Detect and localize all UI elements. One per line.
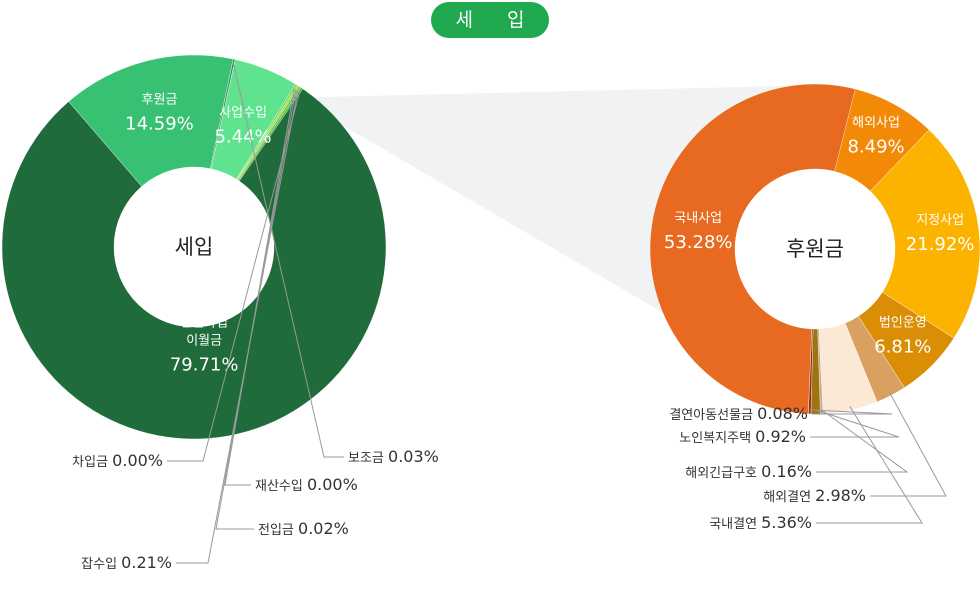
left-label-name-0-1: 이월금 <box>186 334 222 349</box>
left-label-value-1: 14.59% <box>125 113 194 134</box>
left-label-4: 재산수입 0.00% <box>255 475 358 494</box>
left-pie-center-hole <box>114 167 274 327</box>
left-leader-7 <box>167 91 301 462</box>
right-leader-6 <box>810 409 900 438</box>
right-label-name-1: 지정사업 <box>916 213 964 228</box>
left-label-value-7: 0.00% <box>112 451 163 470</box>
right-label-value-7: 0.08% <box>757 404 808 423</box>
right-label-value-6: 0.92% <box>755 427 806 446</box>
left-label-name-1: 후원금 <box>142 92 178 107</box>
right-label-name-7: 결연아동선물금 <box>669 408 757 423</box>
left-label-value-2: 0.03% <box>388 447 439 466</box>
right-label-value-8: 53.28% <box>664 232 733 253</box>
right-leader-7 <box>809 409 893 415</box>
right-label-value-5: 0.16% <box>761 462 812 481</box>
right-pie-center-label: 후원금 <box>786 237 844 261</box>
zoom-connector <box>69 61 785 384</box>
right-label-7: 결연아동선물금 0.08% <box>669 404 808 423</box>
right-label-5: 해외긴급구호 0.16% <box>685 462 812 481</box>
left-leader-6 <box>176 90 299 564</box>
right-label-value-4: 5.36% <box>761 513 812 532</box>
right-leader-5 <box>816 409 909 473</box>
right-label-name-0: 해외사업 <box>852 115 900 130</box>
left-label-name-2: 보조금 <box>348 451 388 466</box>
right-leader-4 <box>816 405 923 524</box>
right-label-name-4: 국내결연 <box>709 517 761 532</box>
right-label-name-2: 법인운영 <box>879 316 927 331</box>
left-label-name-5: 전입금 <box>258 523 298 538</box>
right-label-value-1: 21.92% <box>906 234 975 255</box>
chart-title-badge: 세 입 <box>431 2 549 38</box>
right-label-value-3: 2.98% <box>815 486 866 505</box>
left-label-name-0: 전월사업 <box>180 316 228 331</box>
left-leader-2 <box>232 63 344 458</box>
left-label-2: 보조금 0.03% <box>348 447 439 466</box>
right-label-value-2: 6.81% <box>874 337 931 358</box>
left-pie-center-label: 세입 <box>175 235 214 259</box>
right-label-name-8: 국내사업 <box>674 211 722 226</box>
left-label-6: 잡수입 0.21% <box>81 553 172 572</box>
left-label-name-3: 사업수입 <box>219 106 267 121</box>
left-label-name-7: 차입금 <box>72 455 112 470</box>
left-label-value-6: 0.21% <box>121 553 172 572</box>
right-label-name-6: 노인복지주택 <box>679 431 755 446</box>
right-label-4: 국내결연 5.36% <box>709 513 812 532</box>
left-leader-4 <box>224 87 295 486</box>
right-label-6: 노인복지주택 0.92% <box>679 427 806 446</box>
left-label-value-3: 5.44% <box>214 127 271 148</box>
right-leader-3 <box>870 391 947 497</box>
right-pie-center-hole <box>735 169 895 329</box>
left-label-7: 차입금 0.00% <box>72 451 163 470</box>
left-label-5: 전입금 0.02% <box>258 519 349 538</box>
right-label-3: 해외결연 2.98% <box>763 486 866 505</box>
left-label-value-4: 0.00% <box>307 475 358 494</box>
left-pie-slice-0 <box>1 84 387 440</box>
left-leader-5 <box>215 88 297 530</box>
left-label-name-4: 재산수입 <box>255 479 307 494</box>
left-label-value-0: 79.71% <box>170 355 239 376</box>
left-label-value-5: 0.02% <box>298 519 349 538</box>
right-label-name-3: 해외결연 <box>763 490 815 505</box>
left-label-name-6: 잡수입 <box>81 557 121 572</box>
right-label-name-5: 해외긴급구호 <box>685 466 761 481</box>
right-label-value-0: 8.49% <box>847 136 904 157</box>
